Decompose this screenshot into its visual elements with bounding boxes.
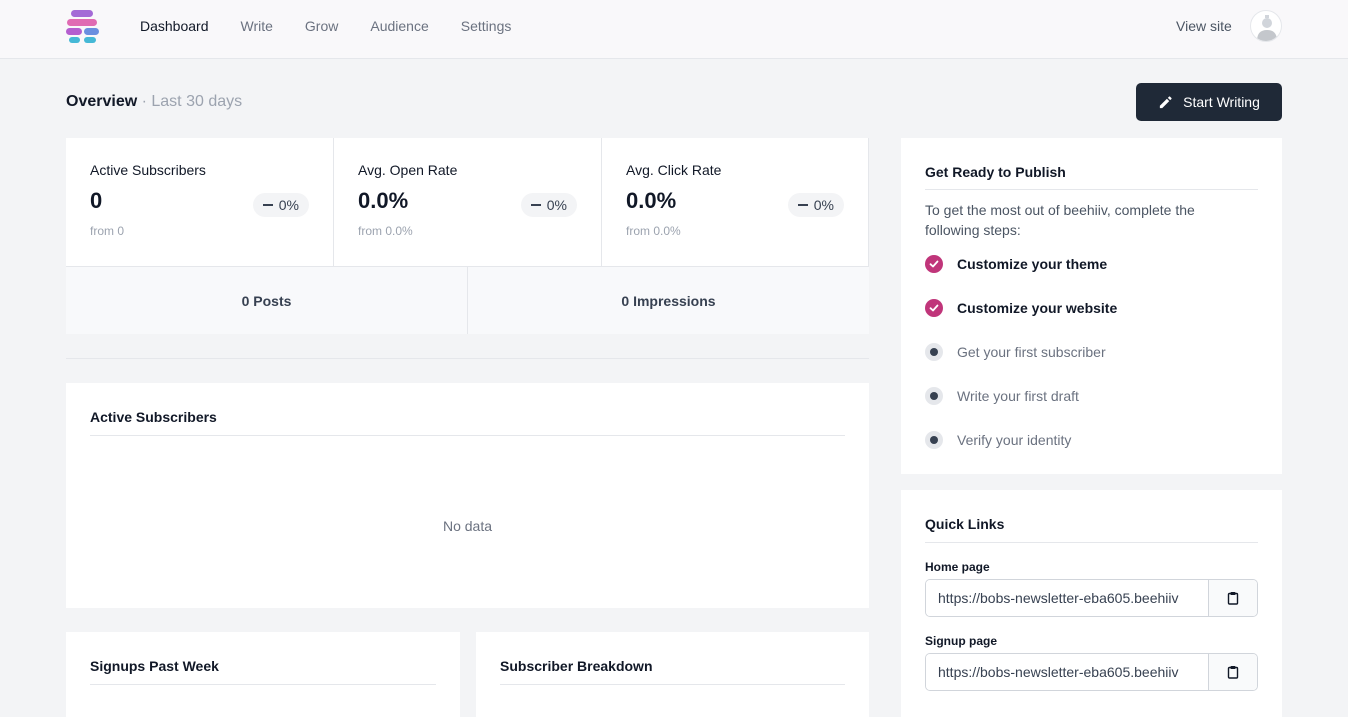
empty-state: No data [442, 518, 493, 534]
card-title: Active Subscribers [90, 409, 217, 425]
stat-from: from 0.0% [626, 224, 681, 238]
home-page-link-field [925, 579, 1258, 617]
clipboard-icon [1226, 665, 1240, 679]
page-title: Overview · Last 30 days [66, 93, 242, 111]
active-subscribers-card: Active Subscribers No data [66, 383, 869, 608]
stat-label: Avg. Click Rate [626, 162, 722, 178]
signup-page-link-field [925, 653, 1258, 691]
bullet-icon [925, 387, 943, 405]
card-divider [925, 189, 1258, 190]
dash-icon [797, 204, 808, 206]
step-label: Customize your website [957, 300, 1118, 316]
stat-from: from 0 [90, 224, 125, 238]
clipboard-icon [1226, 591, 1240, 605]
stat-click-rate: Avg. Click Rate 0.0% from 0.0% 0% [602, 138, 869, 266]
nav-grow[interactable]: Grow [304, 18, 339, 34]
check-circle-icon [925, 299, 943, 317]
top-navigation: Dashboard Write Grow Audience Settings V… [0, 0, 1348, 59]
step-verify-identity[interactable]: Verify your identity [925, 431, 1071, 449]
stat-label: Active Subscribers [90, 162, 206, 178]
subscriber-breakdown-card: Subscriber Breakdown [476, 632, 869, 717]
step-customize-theme[interactable]: Customize your theme [925, 255, 1107, 273]
stats-card: Active Subscribers 0 from 0 0% Avg. Open… [66, 138, 869, 334]
quick-links-card: Quick Links Home page Signup page [901, 490, 1282, 717]
bullet-icon [925, 343, 943, 361]
card-divider [90, 435, 845, 436]
copy-signup-url-button[interactable] [1208, 654, 1257, 690]
bullet-icon [925, 431, 943, 449]
card-title: Subscriber Breakdown [500, 658, 653, 674]
card-title: Get Ready to Publish [925, 164, 1066, 180]
main-nav: Dashboard Write Grow Audience Settings [140, 0, 543, 52]
nav-dashboard[interactable]: Dashboard [140, 18, 209, 34]
step-first-subscriber[interactable]: Get your first subscriber [925, 343, 1106, 361]
posts-total: 0 Posts [66, 267, 468, 334]
change-value: 0% [546, 197, 567, 213]
nav-settings[interactable]: Settings [460, 18, 512, 34]
impressions-total: 0 Impressions [621, 292, 716, 309]
step-customize-website[interactable]: Customize your website [925, 299, 1117, 317]
step-first-draft[interactable]: Write your first draft [925, 387, 1079, 405]
stat-open-rate: Avg. Open Rate 0.0% from 0.0% 0% [334, 138, 602, 266]
stat-value: 0 [90, 188, 103, 213]
get-ready-card: Get Ready to Publish To get the most out… [901, 138, 1282, 474]
card-divider [90, 684, 436, 685]
stat-active-subscribers: Active Subscribers 0 from 0 0% [66, 138, 334, 266]
change-value: 0% [278, 197, 299, 213]
signup-page-label: Signup page [925, 634, 997, 648]
stat-value: 0.0% [626, 188, 677, 213]
check-circle-icon [925, 255, 943, 273]
card-divider [500, 684, 845, 685]
signup-page-url-input[interactable] [926, 654, 1208, 690]
date-range-label: · Last 30 days [141, 93, 243, 110]
step-label: Verify your identity [957, 432, 1072, 448]
stat-value: 0.0% [358, 188, 409, 213]
card-title: Quick Links [925, 516, 1005, 532]
dash-icon [262, 204, 273, 206]
stat-from: from 0.0% [358, 224, 413, 238]
section-divider [66, 358, 869, 359]
start-writing-button[interactable]: Start Writing [1136, 83, 1282, 121]
home-page-label: Home page [925, 560, 990, 574]
change-badge: 0% [252, 193, 309, 217]
card-divider [925, 542, 1258, 543]
dash-icon [530, 204, 541, 206]
view-site-link[interactable]: View site [1176, 18, 1232, 34]
change-badge: 0% [520, 193, 577, 217]
step-label: Get your first subscriber [957, 344, 1106, 360]
change-badge: 0% [787, 193, 844, 217]
change-value: 0% [813, 197, 834, 213]
nav-audience[interactable]: Audience [370, 18, 429, 34]
step-label: Write your first draft [957, 388, 1079, 404]
beehiiv-logo-icon[interactable] [66, 10, 100, 44]
copy-home-url-button[interactable] [1208, 580, 1257, 616]
intro-text: To get the most out of beehiiv, complete… [925, 202, 1195, 238]
user-avatar-icon[interactable] [1250, 10, 1282, 42]
signups-card: Signups Past Week [66, 632, 460, 717]
pencil-icon [1158, 95, 1173, 110]
home-page-url-input[interactable] [926, 580, 1208, 616]
stat-label: Avg. Open Rate [358, 162, 458, 178]
totals-row: 0 Posts 0 Impressions [66, 266, 869, 334]
card-title: Signups Past Week [90, 658, 219, 674]
overview-title: Overview [66, 93, 138, 110]
start-writing-label: Start Writing [1183, 94, 1260, 110]
nav-write[interactable]: Write [240, 18, 273, 34]
step-label: Customize your theme [957, 256, 1108, 272]
